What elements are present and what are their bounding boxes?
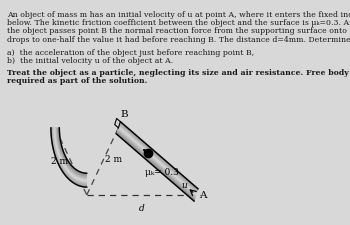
Text: below. The kinetic friction coefficient between the object and the surface is μₖ: below. The kinetic friction coefficient …: [7, 19, 350, 27]
Text: μₖ= 0.3: μₖ= 0.3: [145, 168, 179, 177]
Text: a)  the acceleration of the object just before reaching point B,: a) the acceleration of the object just b…: [7, 49, 254, 57]
Text: required as part of the solution.: required as part of the solution.: [7, 77, 147, 85]
Text: 2 m: 2 m: [51, 157, 68, 166]
Text: d: d: [139, 204, 144, 213]
Text: B: B: [120, 110, 128, 119]
Text: drops to one-half the value it had before reaching B. The distance d=4mm. Determ: drops to one-half the value it had befor…: [7, 36, 350, 44]
Text: u: u: [181, 181, 187, 190]
Text: 2 m: 2 m: [105, 155, 122, 164]
Text: An object of mass m has an initial velocity of u at point A, where it enters the: An object of mass m has an initial veloc…: [7, 11, 350, 19]
Text: Treat the object as a particle, neglecting its size and air resistance. Free bod: Treat the object as a particle, neglecti…: [7, 69, 350, 77]
Text: A: A: [199, 191, 206, 200]
Text: the object passes point B the normal reaction force from the supporting surface : the object passes point B the normal rea…: [7, 27, 350, 36]
Text: b)  the initial velocity u of the object at A.: b) the initial velocity u of the object …: [7, 57, 173, 65]
